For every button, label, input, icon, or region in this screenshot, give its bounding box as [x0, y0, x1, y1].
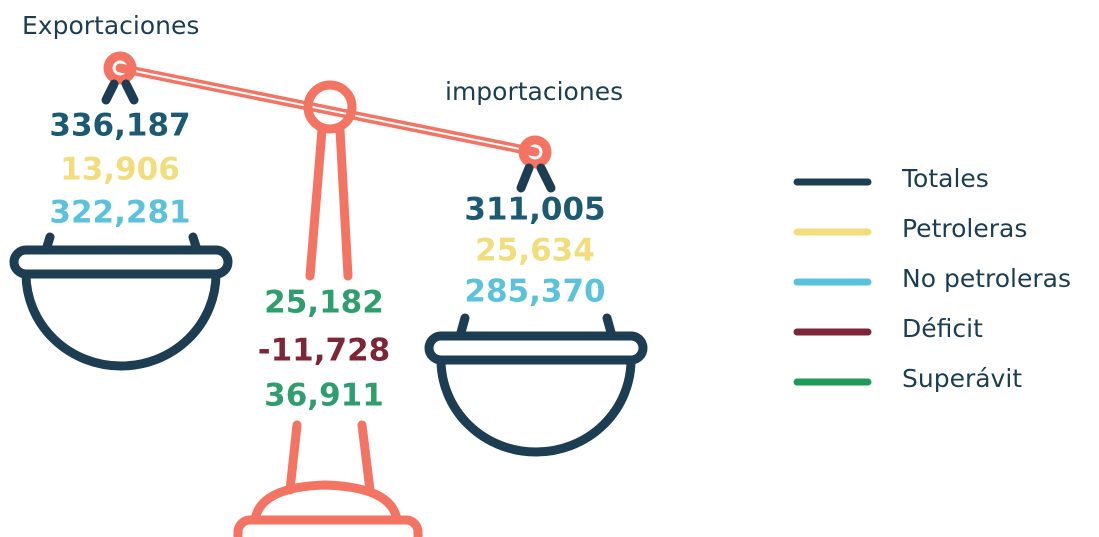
imports-total: 311,005: [464, 192, 605, 228]
exports-non-oil: 322,281: [49, 195, 190, 231]
legend-label: No petroleras: [902, 264, 1071, 293]
imports-oil: 25,634: [475, 233, 595, 269]
legend-label: Déficit: [902, 314, 983, 343]
balance-non-oil: 36,911: [264, 378, 384, 414]
imports-non-oil: 285,370: [464, 274, 605, 310]
scale-infographic: Exportaciones importaciones 336,187 13,9…: [0, 0, 1099, 537]
exports-total: 336,187: [49, 108, 190, 144]
balance-total: 25,182: [264, 285, 384, 321]
balance-oil: -11,728: [258, 333, 391, 369]
legend-label: Superávit: [902, 364, 1022, 393]
exports-oil: 13,906: [60, 152, 180, 188]
imports-label: importaciones: [445, 77, 623, 106]
legend: Totales Petroleras No petroleras Déficit Sup…: [797, 164, 1071, 393]
legend-label: Totales: [901, 164, 989, 193]
exports-label: Exportaciones: [22, 11, 199, 40]
legend-label: Petroleras: [902, 214, 1027, 243]
